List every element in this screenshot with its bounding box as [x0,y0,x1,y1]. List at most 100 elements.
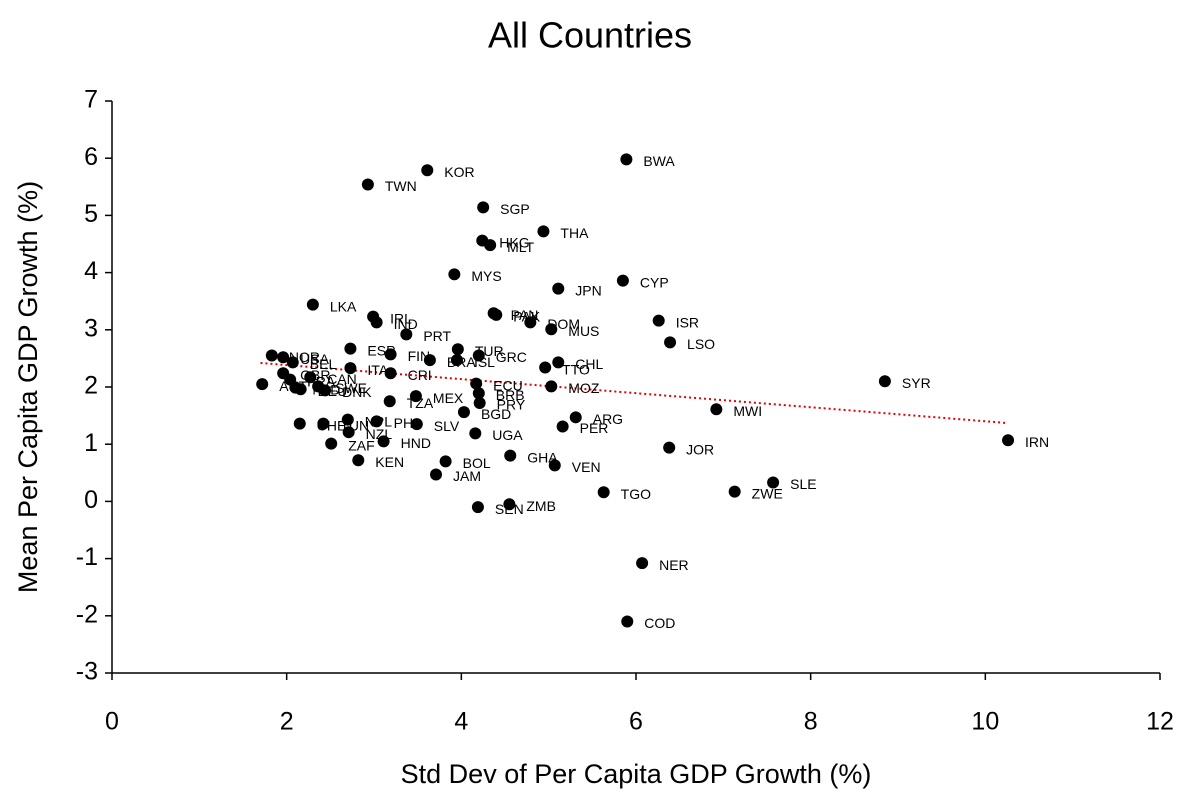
point-label: KOR [444,164,474,180]
y-tick-label: -3 [76,658,98,686]
point [878,375,891,388]
point-label: LSO [687,336,715,352]
point-label: SWE [335,380,367,396]
point-label: ZAF [348,437,374,453]
point-label: BEL [310,356,337,372]
point [409,390,422,403]
point-label: JOR [686,441,714,457]
point-label: CRI [408,367,432,383]
point [472,387,485,400]
point-label: ISR [676,314,699,330]
point-label: ARG [593,411,623,427]
point-label: MEX [433,390,464,406]
point-label: TGO [621,486,651,502]
point-label: TTO [562,361,590,377]
point [293,417,306,430]
point [710,403,723,416]
point [450,354,463,367]
point [341,413,354,426]
point-label: IRL [390,310,412,326]
point-label: ZWE [752,485,783,501]
point-label: BOL [463,455,491,471]
point [469,427,482,440]
point [265,349,278,362]
point [473,397,486,410]
y-tick-label: -2 [76,600,98,628]
point [620,153,633,166]
point-label: MWI [733,403,762,419]
point-label: MUS [568,323,599,339]
point-label: TZA [407,395,434,411]
point-label: HKG [499,234,529,250]
point [652,314,665,327]
x-axis-label: Std Dev of Per Capita GDP Growth (%) [401,759,872,789]
point [352,454,365,467]
point [344,342,357,355]
point [361,178,374,191]
point [767,476,780,489]
point [342,426,355,439]
point-label: IRN [1025,434,1049,450]
point [294,383,307,396]
point-label: CAN [327,371,357,387]
point [277,351,290,364]
point-label: NER [659,557,689,573]
point [477,201,490,214]
y-tick-label: 4 [84,257,98,285]
point-label: ECU [493,377,523,393]
point [421,164,434,177]
point [471,501,484,514]
point-label: HND [401,435,431,451]
point-label: SGP [500,201,530,217]
point [306,298,319,311]
point [524,316,537,329]
point-label: MLT [507,239,534,255]
point [556,420,569,433]
point-label: MYS [471,268,501,284]
point [504,449,517,462]
x-tick-label: 12 [1146,708,1174,736]
point [545,323,558,336]
point-label: IND [394,316,418,332]
point [304,371,317,384]
point-label: VEN [572,459,601,475]
point [370,415,383,428]
point-label: BWA [643,153,675,169]
point-label: PER [580,420,609,436]
point [664,336,677,349]
point-label: SYR [902,375,931,391]
point-label: DNK [342,384,372,400]
point [439,455,452,468]
point [430,468,443,481]
point [410,418,423,431]
y-tick-label: 7 [84,86,98,114]
point [663,441,676,454]
point [457,406,470,419]
point [484,239,497,252]
point-label: SLV [434,418,460,434]
point-label: ZMB [526,498,556,514]
x-tick-label: 8 [804,708,818,736]
point-label: BRB [496,387,525,403]
point [728,485,741,498]
chart-title: All Countries [488,15,692,56]
point-label: PRT [423,328,451,344]
point [545,380,558,393]
y-tick-label: 5 [84,200,98,228]
point [548,459,561,472]
x-tick-label: 4 [454,708,468,736]
point [344,362,357,375]
point-label: MOZ [568,380,600,396]
point [503,498,516,511]
point-label: JAM [453,468,481,484]
point-label: GRC [496,349,527,365]
point-label: TWN [385,178,417,194]
point-label: USA [300,351,329,367]
point-label: PRY [497,397,526,413]
point-label: SLE [790,476,816,492]
point-label: ITA [367,362,388,378]
point-label: KEN [375,454,404,470]
point [383,395,396,408]
x-tick-label: 6 [629,708,643,736]
